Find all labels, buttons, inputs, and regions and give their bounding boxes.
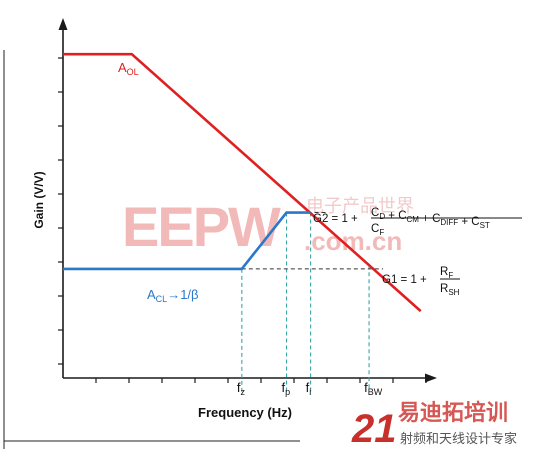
eepw-watermark: EEPW .com.cn 电子产品世界 xyxy=(122,195,414,258)
eepw-logo-text: EEPW xyxy=(122,195,281,258)
x-axis-arrow xyxy=(425,373,437,383)
acl-series-label: ACL→1/β xyxy=(147,287,199,304)
marker-label-i: fi xyxy=(306,380,312,397)
marker-label-p: fp xyxy=(282,380,291,397)
site21-watermark: 21 易迪拓培训 射频和天线设计专家 xyxy=(351,400,517,451)
aol-series-label: AOL xyxy=(118,60,139,77)
guide-lines xyxy=(241,212,384,392)
frequency-markers: fz fp fi fBW xyxy=(237,380,383,397)
acl-label-main: A xyxy=(147,287,156,302)
eq-g1-lhs: G1 = 1 + xyxy=(382,274,427,286)
site21-subtitle: 射频和天线设计专家 xyxy=(400,431,517,446)
site21-number: 21 xyxy=(351,407,397,449)
acl-series-line xyxy=(63,211,311,271)
eq-g2-numerator: CD + CCM + CDIFF + CST xyxy=(371,207,490,230)
eq-g2-lhs: G2 = 1 + xyxy=(313,213,358,225)
y-axis-label: Gain (V/V) xyxy=(32,171,46,228)
marker-label-main: f xyxy=(237,380,241,395)
marker-label-main: f xyxy=(306,380,310,395)
marker-label-z: fz xyxy=(237,380,246,397)
aol-label-main: A xyxy=(118,60,127,75)
acl-label-sub: CL xyxy=(156,294,168,304)
eq-g1-numerator: RF xyxy=(440,266,453,280)
eepw-chinese-text: 电子产品世界 xyxy=(306,196,414,216)
x-axis-label: Frequency (Hz) xyxy=(198,405,292,420)
site21-chinese: 易迪拓培训 xyxy=(398,400,508,425)
g1-equation: G1 = 1 + RF RSH xyxy=(382,266,460,297)
y-axis-arrow xyxy=(58,18,68,30)
aol-label-sub: OL xyxy=(127,67,139,77)
acl-label-suffix: →1/β xyxy=(167,287,198,302)
marker-label-main: f xyxy=(282,380,286,395)
eq-g1-denominator: RSH xyxy=(440,283,460,297)
axes xyxy=(58,18,437,383)
eq-g2-denominator: CF xyxy=(371,223,384,237)
marker-label-sub: BW xyxy=(368,387,383,397)
y-ticks xyxy=(58,57,63,365)
marker-label-sub: i xyxy=(309,387,311,397)
aol-series-line xyxy=(63,52,422,313)
marker-label-sub: z xyxy=(240,387,245,397)
marker-label-bw: fBW xyxy=(364,380,383,397)
marker-label-sub: p xyxy=(285,387,290,397)
marker-label-main: f xyxy=(364,380,368,395)
series-lines xyxy=(63,52,422,313)
x-ticks xyxy=(95,378,427,383)
